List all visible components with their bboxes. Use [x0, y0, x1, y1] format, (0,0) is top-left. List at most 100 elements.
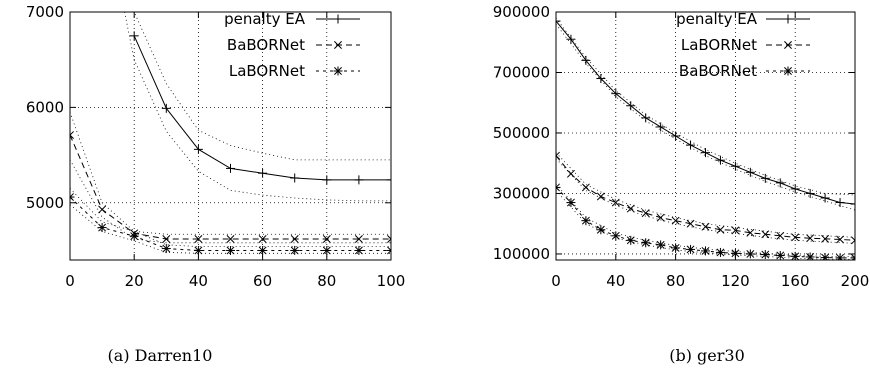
series-babornet-marker [760, 250, 770, 260]
series-babornet-marker [581, 216, 591, 226]
series-babornet-marker [715, 247, 725, 257]
series-babornet-marker [322, 235, 331, 243]
series-penalty-ea-marker [611, 89, 621, 99]
x-tick-label: 40 [189, 272, 208, 290]
series-penalty-ea-upper-band [124, 12, 391, 161]
series-labornet-marker [716, 225, 725, 234]
series-labornet-marker [566, 169, 575, 178]
legend-labornet-marker [333, 66, 343, 76]
legend-label-labornet: LaBORNet [681, 36, 757, 54]
legend-labornet-marker [784, 41, 792, 49]
series-penalty-ea-marker [193, 144, 203, 154]
x-tick-label: 120 [721, 272, 750, 290]
series-labornet-marker [626, 204, 635, 213]
series-babornet-lower-band [70, 159, 391, 244]
series-babornet-marker [730, 248, 740, 258]
series-penalty-ea-marker [835, 198, 845, 208]
series-labornet-marker [193, 245, 203, 255]
x-tick-label: 60 [253, 272, 272, 290]
series-labornet-marker [581, 183, 590, 192]
series-labornet-marker [258, 245, 268, 255]
y-tick-label: 500000 [493, 124, 550, 142]
series-penalty-ea-marker [656, 122, 666, 132]
series-babornet-marker [387, 235, 391, 243]
series-babornet-marker [556, 182, 561, 192]
series-penalty-ea-marker [790, 184, 800, 194]
series-labornet-marker [226, 245, 235, 255]
legend-label-babornet: BaBORNet [227, 36, 305, 54]
series-labornet-marker [354, 245, 364, 255]
chart-panel-darren10: 5000 6000 7000 0 20 40 60 80 100 penalty EA BaBORN… [26, 3, 406, 290]
series-labornet-marker [129, 231, 139, 241]
x-tick-label: 80 [317, 272, 336, 290]
series-babornet-marker [194, 235, 203, 243]
y-tick-label: 6000 [26, 98, 64, 116]
series-penalty-ea-marker [701, 148, 710, 158]
series-penalty-ea-marker [715, 155, 725, 165]
series-penalty-ea-marker [730, 161, 740, 171]
series-babornet-marker [686, 244, 696, 254]
series-babornet-marker [98, 205, 107, 214]
series-labornet-upper-band [70, 188, 391, 248]
series-penalty-ea-marker [566, 34, 576, 44]
x-tick-label: 0 [65, 272, 75, 290]
legend-label-penalty-ea: penalty EA [676, 10, 758, 28]
series-penalty-ea-lower-band [124, 12, 391, 202]
series-labornet-marker [806, 234, 815, 243]
series-labornet-marker [70, 192, 75, 202]
y-tick-label: 900000 [493, 3, 550, 21]
series-labornet-marker [386, 245, 391, 255]
plot-frame [69, 11, 392, 261]
series-labornet-marker [776, 231, 785, 240]
series-babornet-marker [820, 253, 830, 260]
series-babornet-marker [656, 240, 666, 250]
series-penalty-ea-marker [626, 101, 636, 111]
series-penalty-ea-marker [641, 113, 651, 123]
series-penalty-ea-marker [760, 173, 770, 183]
x-tick-label: 80 [666, 272, 685, 290]
series-babornet-upper-band [70, 112, 391, 235]
x-tick-label: 40 [606, 272, 625, 290]
series-labornet-marker [731, 226, 740, 235]
series-babornet-marker [566, 198, 576, 208]
series-penalty-ea-marker [129, 31, 139, 41]
legend-penalty-ea-marker [333, 14, 343, 24]
series-labornet-marker [161, 244, 171, 254]
series-babornet-marker [805, 252, 815, 260]
series-penalty-ea-upper-band [556, 17, 855, 196]
legend-label-penalty-ea: penalty EA [224, 10, 306, 28]
series-penalty-ea-marker [226, 163, 235, 173]
y-tick-label: 5000 [26, 194, 64, 212]
series-labornet-marker [761, 230, 770, 239]
x-tick-label: 0 [551, 272, 561, 290]
series-babornet-marker [671, 243, 681, 253]
series-labornet-marker [851, 236, 855, 245]
series-babornet-marker [745, 249, 755, 259]
series-penalty-ea-marker [322, 175, 332, 185]
y-tick-label: 700000 [493, 63, 550, 81]
series-babornet-marker [162, 235, 171, 243]
series-penalty-ea-marker [745, 167, 755, 177]
series-labornet-marker [97, 223, 107, 233]
caption-ger30: (b) ger30 [669, 346, 745, 365]
series-penalty-ea-marker [354, 175, 364, 185]
series-penalty-ea-marker [775, 178, 785, 188]
series-penalty-ea-marker [258, 168, 268, 178]
plot-area [70, 12, 391, 255]
series-babornet-marker [258, 235, 267, 243]
legend-label-labornet: LaBORNet [229, 62, 305, 80]
series-babornet-marker [611, 231, 621, 241]
y-tick-label: 7000 [26, 3, 64, 21]
series-babornet-marker [290, 235, 299, 243]
series-penalty-ea-marker [820, 193, 830, 203]
series-penalty-ea-marker [290, 173, 300, 183]
series-babornet-line [70, 134, 391, 240]
series-labornet-marker [821, 234, 830, 243]
legend-babornet-marker [783, 66, 793, 76]
series-penalty-ea-marker [581, 55, 591, 65]
series-labornet-marker [746, 228, 755, 237]
x-tick-label: 160 [781, 272, 810, 290]
series-babornet-marker [701, 246, 710, 256]
series-labornet-marker [290, 245, 300, 255]
